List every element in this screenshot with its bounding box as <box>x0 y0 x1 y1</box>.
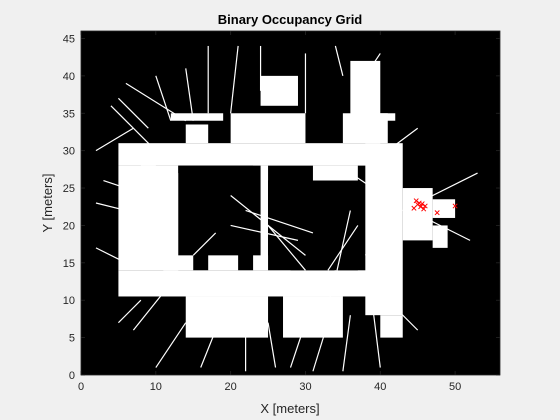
y-tick-label: 45 <box>63 33 75 45</box>
scan-ray <box>132 292 164 331</box>
scan-ray <box>267 225 306 271</box>
free-region <box>312 165 358 181</box>
scan-ray <box>387 299 419 331</box>
marker-x <box>452 203 458 209</box>
x-tick-label: 50 <box>449 381 461 393</box>
y-tick-label: 25 <box>63 183 75 195</box>
scan-ray <box>334 210 351 278</box>
y-tick-label: 35 <box>63 108 75 120</box>
chart-title: Binary Occupancy Grid <box>218 12 363 27</box>
scan-ray <box>95 202 127 212</box>
x-tick-label: 30 <box>299 381 311 393</box>
scan-ray <box>245 209 314 234</box>
y-tick-label: 20 <box>63 220 75 232</box>
scan-ray <box>327 270 336 308</box>
marker-x <box>411 205 417 211</box>
y-tick-label: 10 <box>63 295 75 307</box>
free-region <box>185 296 269 338</box>
free-region <box>260 75 298 106</box>
scan-ray <box>185 68 194 121</box>
scan-ray <box>117 299 142 324</box>
marker-x <box>421 206 427 212</box>
scan-ray <box>267 322 277 368</box>
x-tick-label: 20 <box>225 381 237 393</box>
scan-ray <box>409 209 471 241</box>
scan-ray <box>342 315 351 372</box>
marker-x <box>418 204 424 210</box>
occupied-region <box>241 173 250 263</box>
scan-ray <box>155 322 187 368</box>
marker-x <box>419 201 425 207</box>
free-region <box>372 113 396 121</box>
x-tick-label: 10 <box>150 381 162 393</box>
marker-x <box>434 210 440 216</box>
scan-ray <box>155 75 172 121</box>
scan-ray <box>117 97 149 129</box>
scan-ray <box>289 322 307 368</box>
marker-x <box>413 198 419 204</box>
scan-ray <box>125 82 187 122</box>
scan-ray <box>230 224 299 241</box>
y-tick-label: 0 <box>69 370 75 382</box>
scan-ray <box>312 322 329 372</box>
free-region <box>170 113 224 121</box>
scan-ray <box>95 127 134 152</box>
scan-ray <box>192 232 217 256</box>
occupied-region <box>196 173 205 263</box>
scan-ray <box>103 179 127 189</box>
scan-ray <box>147 239 172 264</box>
scan-ray <box>327 225 359 271</box>
scan-ray <box>230 45 239 114</box>
axes-frame <box>80 30 501 376</box>
scan-ray <box>364 53 381 77</box>
y-tick-label: 40 <box>63 71 75 83</box>
scan-ray <box>364 225 396 256</box>
plot-area: 0 10 20 30 40 50 0 5 10 15 20 25 30 35 40 45 <box>63 30 501 393</box>
y-tick-label: 15 <box>63 258 75 270</box>
free-region <box>118 270 381 297</box>
marker-x <box>422 203 428 209</box>
scan-ray <box>350 172 374 189</box>
y-axis-label: Y [meters] <box>40 173 55 232</box>
y-tick-label: 30 <box>63 146 75 158</box>
scan-ray <box>95 247 127 264</box>
scan-ray <box>387 127 419 152</box>
free-region <box>118 143 381 166</box>
x-axis-label: X [meters] <box>260 401 319 416</box>
occupied-region <box>290 180 358 271</box>
scan-ray <box>402 172 478 212</box>
free-region <box>140 165 156 189</box>
x-tick-label: 40 <box>374 381 386 393</box>
scan-ray <box>200 329 217 368</box>
free-region <box>380 315 403 338</box>
scan-ray <box>334 45 344 77</box>
occupied-region <box>268 180 291 256</box>
free-region <box>283 296 343 338</box>
free-region <box>350 60 381 121</box>
x-tick-label: 0 <box>78 381 84 393</box>
scan-ray <box>110 105 157 152</box>
y-tick-label: 5 <box>69 333 75 345</box>
free-region <box>432 225 448 248</box>
scan-ray <box>372 307 381 368</box>
free-region <box>230 113 306 144</box>
free-region <box>432 199 456 218</box>
free-region <box>185 124 209 144</box>
